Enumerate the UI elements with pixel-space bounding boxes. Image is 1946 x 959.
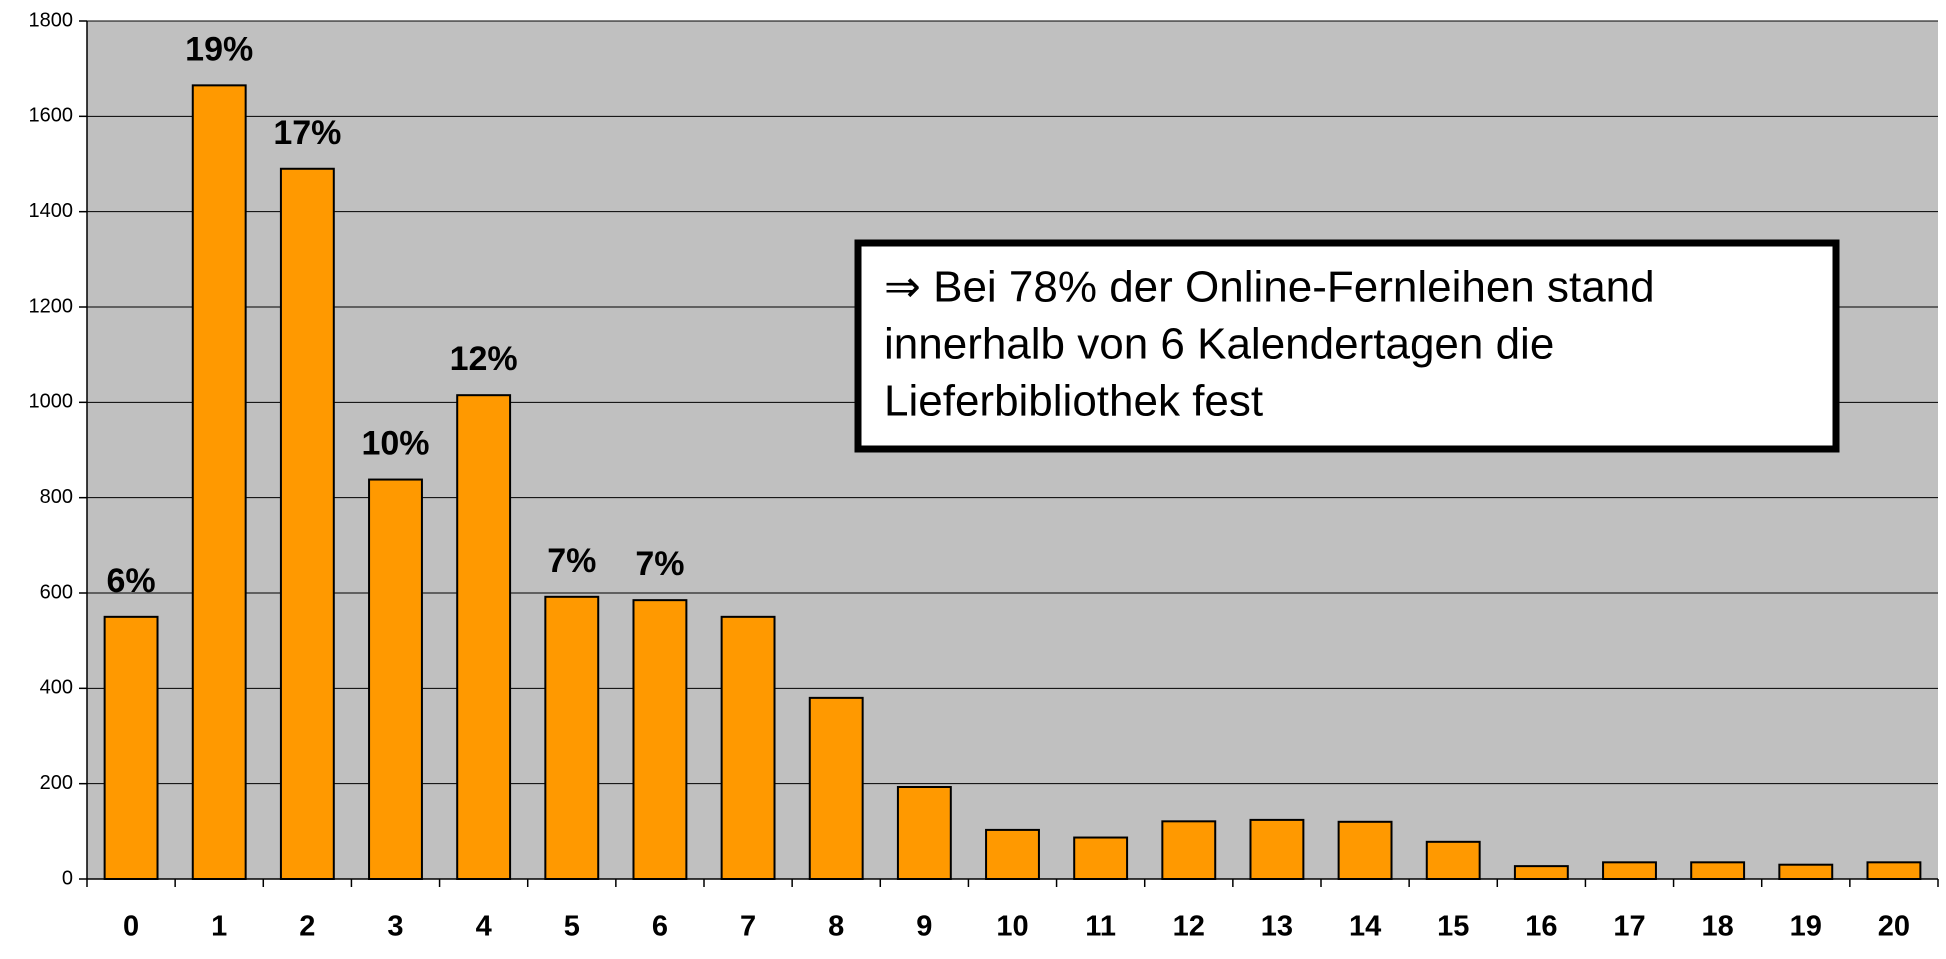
bar <box>1778 863 1834 881</box>
y-tick-label: 1200 <box>29 295 74 317</box>
y-tick-label: 0 <box>62 867 73 889</box>
x-tick-label: 20 <box>1878 911 1910 943</box>
bar <box>1602 861 1657 880</box>
bar <box>720 615 776 880</box>
y-tick-label: 1000 <box>29 391 74 413</box>
x-tick-label: 14 <box>1349 911 1381 943</box>
y-tick-label: 400 <box>40 677 73 699</box>
bar <box>279 167 335 880</box>
bar <box>1513 865 1569 881</box>
x-tick-label: 3 <box>387 911 403 943</box>
x-tick-label: 11 <box>1085 911 1116 943</box>
bar <box>808 696 864 880</box>
x-tick-label: 10 <box>996 911 1028 943</box>
x-tick-label: 2 <box>299 911 315 943</box>
annotation-text: innerhalb von 6 Kalendertagen die <box>884 320 1554 369</box>
x-tick-label: 8 <box>828 911 844 943</box>
y-tick-label: 200 <box>40 772 73 794</box>
y-tick-label: 800 <box>40 486 73 508</box>
x-tick-label: 18 <box>1702 911 1734 943</box>
x-tick-label: 5 <box>564 911 580 943</box>
y-tick-label: 1800 <box>29 9 74 31</box>
x-tick-label: 13 <box>1261 911 1293 943</box>
bar <box>632 599 688 881</box>
annotation-box <box>854 239 1840 453</box>
x-tick-label: 6 <box>652 911 668 943</box>
y-tick-label: 600 <box>40 581 73 603</box>
bar <box>103 615 159 880</box>
x-tick-label: 0 <box>123 911 139 943</box>
x-tick-label: 9 <box>916 911 932 943</box>
bar <box>191 84 247 881</box>
bar <box>1073 836 1129 881</box>
x-tick-label: 12 <box>1173 911 1205 943</box>
y-tick-label: 1600 <box>29 105 74 127</box>
bar-label: 17% <box>273 114 341 152</box>
x-tick-label: 17 <box>1613 911 1645 943</box>
bar-label: 7% <box>547 542 596 580</box>
bar <box>896 786 952 881</box>
bar <box>1337 820 1393 880</box>
bar <box>368 478 423 880</box>
annotation-text: ⇒ Bei 78% der Online-Fernleihen stand <box>884 263 1655 312</box>
bar <box>1866 861 1922 880</box>
bar-label: 12% <box>450 340 518 378</box>
annotation-text: Lieferbibliothek fest <box>884 377 1263 426</box>
bar <box>544 595 600 881</box>
x-tick-label: 19 <box>1790 911 1822 943</box>
bar <box>1161 820 1217 880</box>
bar <box>1425 840 1481 881</box>
x-tick-label: 4 <box>476 911 492 943</box>
x-tick-label: 1 <box>211 911 227 943</box>
bar <box>1249 818 1305 880</box>
x-tick-label: 7 <box>740 911 756 943</box>
x-tick-label: 15 <box>1437 911 1469 943</box>
bar <box>456 394 512 880</box>
x-tick-label: 16 <box>1525 911 1557 943</box>
y-tick-label: 1400 <box>29 200 74 222</box>
bar <box>1690 861 1746 880</box>
bar-label: 19% <box>185 30 253 68</box>
bar <box>985 828 1040 880</box>
bar-label: 10% <box>361 425 429 463</box>
bar-label: 6% <box>107 562 156 600</box>
bar-label: 7% <box>635 545 684 583</box>
